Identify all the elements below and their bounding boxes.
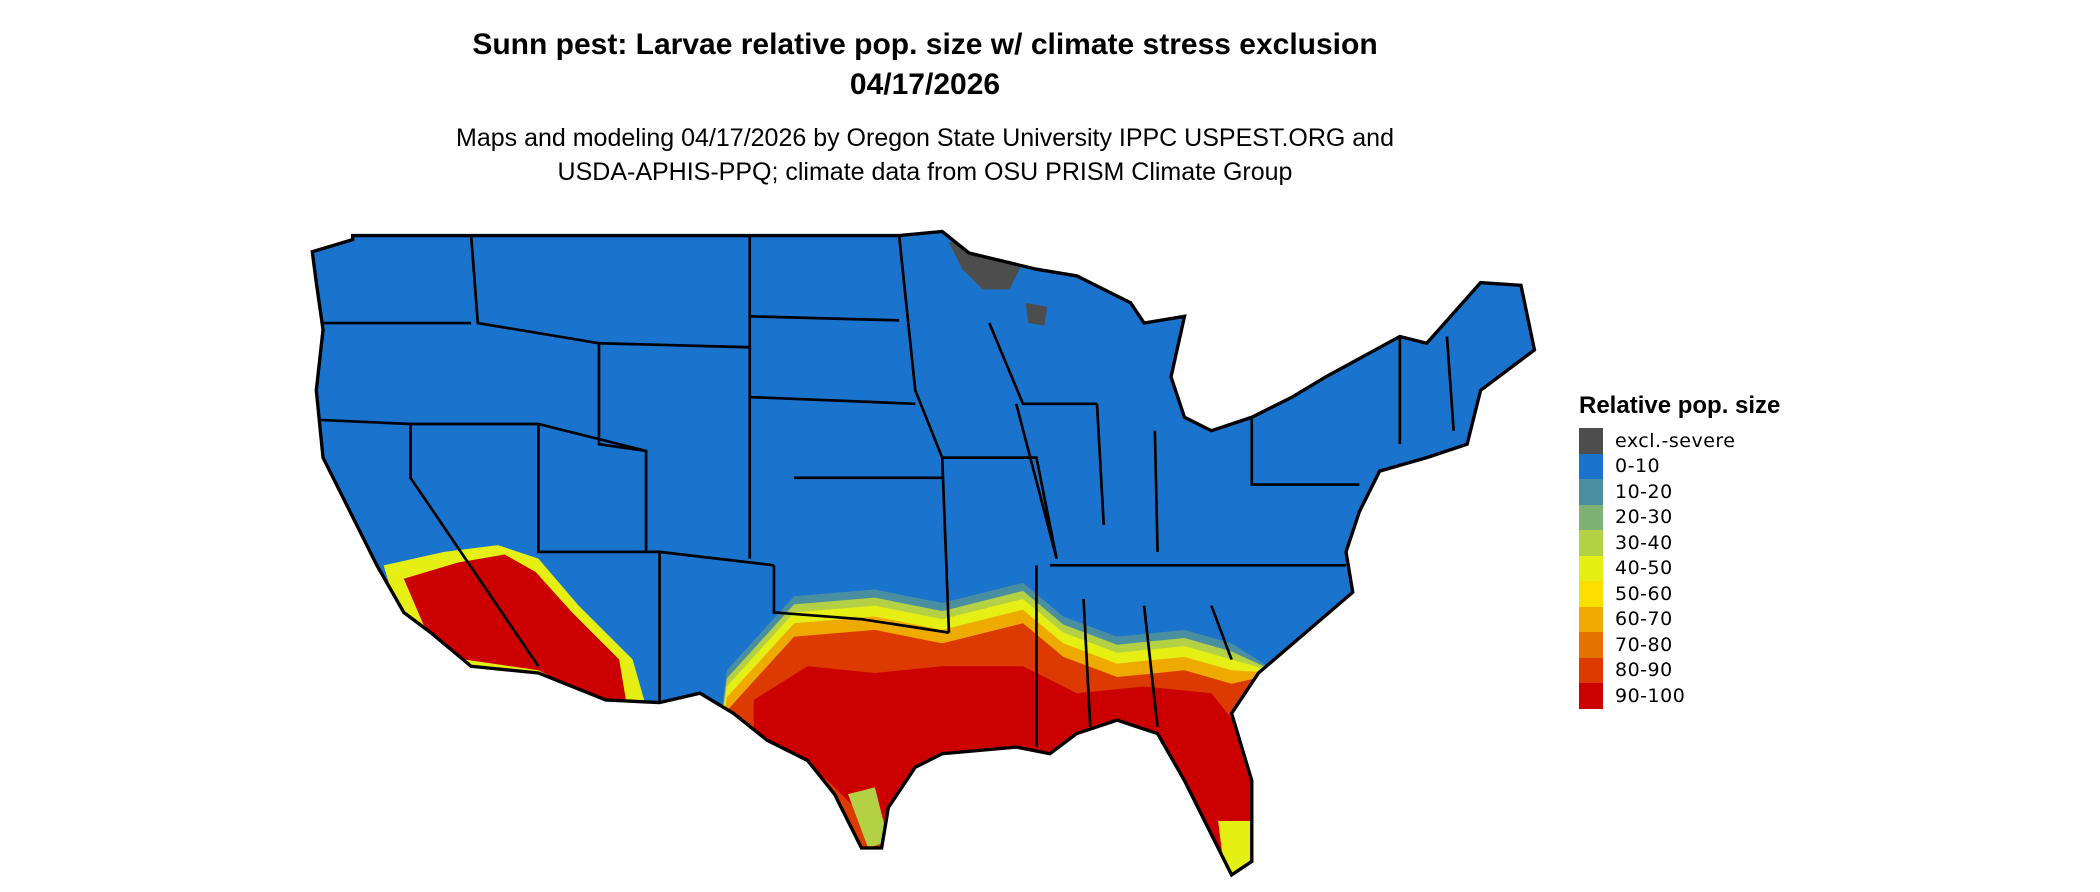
state-border [772,565,950,634]
legend-item: 60-70 [1579,606,1780,632]
legend-item: 30-40 [1579,530,1780,556]
state-border [1250,417,1360,486]
state-border [1153,430,1159,552]
legend-swatch [1579,555,1603,581]
subtitle-line1: Maps and modeling 04/17/2026 by Oregon S… [456,124,1394,152]
legend-item: 80-90 [1579,657,1780,683]
legend-item: excl.-severe [1579,428,1780,454]
legend-swatch [1579,581,1603,607]
legend-swatch [1579,453,1603,479]
legend-title: Relative pop. size [1579,392,1781,419]
state-border [469,235,648,552]
legend: Relative pop. size excl.-severe 0-10 10-20… [1579,392,1780,709]
legend-label: 30-40 [1615,531,1673,554]
state-border [598,341,750,349]
legend-item: 0-10 [1579,453,1780,479]
legend-swatch [1579,683,1603,709]
subtitle-line2: USDA-APHIS-PPQ; climate data from OSU PR… [557,158,1293,186]
zone-30-40 [847,787,889,848]
state-border [897,235,951,633]
zone-90-100 [403,554,626,700]
legend-item: 50-60 [1579,581,1780,607]
legend-label: 70-80 [1615,633,1673,656]
legend-swatch [1579,428,1603,454]
map-title: Sunn pest: Larvae relative pop. size w/ … [472,28,1378,61]
legend-item: 70-80 [1579,632,1780,658]
legend-label: 40-50 [1615,557,1673,580]
state-border [1095,403,1106,526]
state-border [537,423,775,567]
legend-item: 20-30 [1579,504,1780,530]
zone-90-100 [753,666,1259,862]
legend-label: 60-70 [1615,608,1673,631]
legend-swatch [1579,530,1603,556]
legend-label: 20-30 [1615,506,1673,529]
state-border [1210,605,1233,661]
legend-label: excl.-severe [1615,429,1736,452]
legend-swatch [1579,606,1603,632]
state-border [749,395,916,406]
legend-label: 90-100 [1615,684,1686,707]
legend-swatch [1579,632,1603,658]
state-border [749,314,900,322]
state-border [942,456,1058,559]
state-border [409,423,540,668]
legend-label: 80-90 [1615,659,1673,682]
legend-item: 10-20 [1579,479,1780,505]
state-border [1142,605,1159,727]
legend-label: 10-20 [1615,480,1673,503]
map-date: 04/17/2026 [849,68,1001,101]
state-border [320,418,647,453]
legend-item: 90-100 [1579,683,1780,709]
state-border [1445,336,1456,431]
zone-excl-severe [1025,302,1048,326]
legend-swatch [1579,479,1603,505]
legend-swatch [1579,657,1603,683]
us-border [310,229,1537,878]
legend-item: 40-50 [1579,555,1780,581]
state-border [1082,598,1092,727]
state-border [1014,403,1058,559]
state-border [988,322,1097,406]
legend-label: 50-60 [1615,582,1673,605]
legend-label: 0-10 [1615,455,1661,478]
legend-swatch [1579,504,1603,530]
